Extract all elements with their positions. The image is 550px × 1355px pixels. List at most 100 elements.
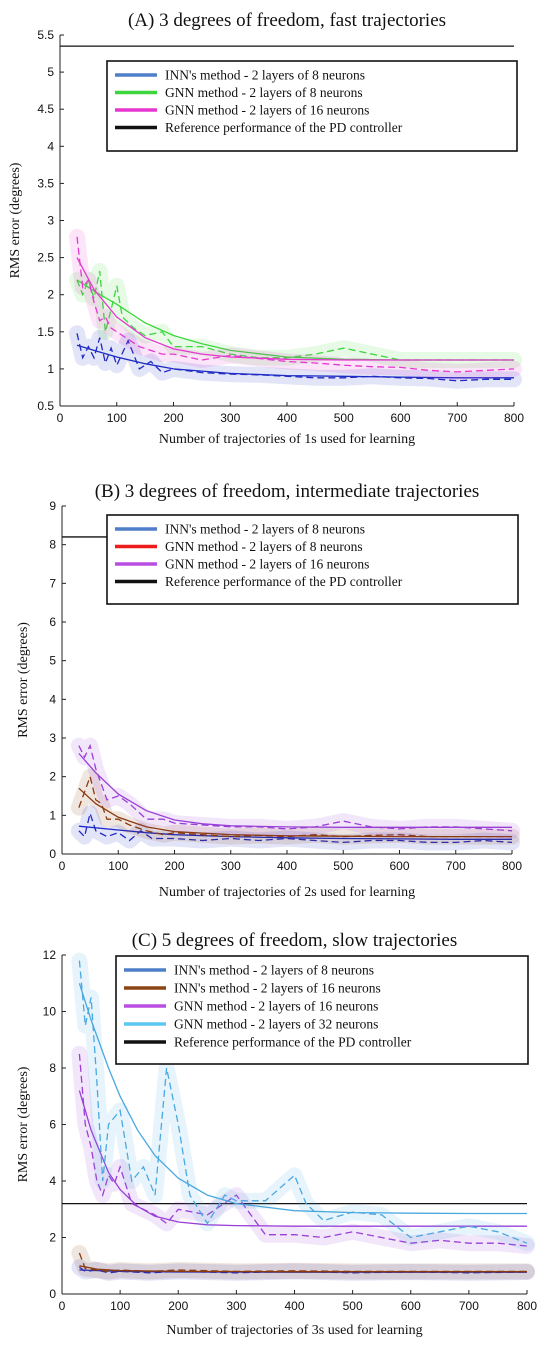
chart-c-x-tick-label: 600 [401, 1299, 421, 1313]
chart-a-x-tick-label: 800 [504, 411, 524, 425]
chart-a: (A) 3 degrees of freedom, fast trajector… [8, 10, 524, 447]
chart-a-legend-label: GNN method - 2 layers of 8 neurons [165, 85, 363, 100]
chart-b-y-tick-label: 2 [49, 770, 56, 784]
chart-a-legend-label: Reference performance of the PD controll… [165, 120, 403, 135]
chart-b-x-tick-label: 200 [164, 859, 184, 873]
chart-a-x-tick-label: 700 [447, 411, 467, 425]
chart-b-y-tick-label: 9 [49, 499, 56, 513]
chart-b-legend-label: Reference performance of the PD controll… [165, 574, 403, 589]
chart-a-title: (A) 3 degrees of freedom, fast trajector… [128, 10, 446, 31]
chart-c-x-axis-label: Number of trajectories of 3s used for le… [166, 1323, 422, 1338]
chart-c-y-tick-label: 4 [49, 1174, 56, 1188]
chart-c-x-tick-label: 800 [517, 1299, 537, 1313]
chart-a-y-tick-label: 4 [47, 139, 54, 153]
chart-b-legend-label: GNN method - 2 layers of 8 neurons [165, 539, 363, 554]
chart-b-legend: INN's method - 2 layers of 8 neurons GNN … [106, 514, 519, 605]
chart-b-series-0-fit-line [78, 825, 512, 840]
chart-c-series-2-fit-line [78, 1090, 527, 1227]
chart-a-x-tick-label: 100 [107, 411, 127, 425]
chart-c-y-tick-label: 10 [43, 1005, 57, 1019]
chart-a-x-tick-label: 400 [277, 411, 297, 425]
chart-c-series-2-band [71, 1045, 535, 1254]
chart-c-series-1-fit-line [79, 1265, 527, 1273]
chart-a-series-2-fit-line [76, 257, 514, 361]
chart-b-x-axis-label: Number of trajectories of 2s used for le… [159, 885, 415, 900]
chart-a-y-tick-label: 1.5 [37, 325, 54, 339]
chart-c-x-tick-label: 300 [226, 1299, 246, 1313]
chart-b-series-2-raw-line [78, 743, 513, 832]
chart-b-series-0-raw-line [78, 811, 513, 844]
chart-a-y-tick-label: 3 [47, 214, 54, 228]
chart-a-y-tick-label: 3.5 [37, 176, 54, 190]
chart-c: (C) 5 degrees of freedom, slow trajector… [16, 930, 537, 1338]
chart-b-x-tick-label: 100 [108, 859, 128, 873]
chart-a-x-tick-label: 200 [163, 411, 183, 425]
chart-a-series-0-raw-line [76, 333, 514, 382]
chart-b-x-tick-label: 700 [446, 859, 466, 873]
chart-c-y-tick-label: 8 [49, 1061, 56, 1075]
chart-c-x-tick-label: 500 [343, 1299, 363, 1313]
chart-c-y-tick-label: 2 [49, 1231, 56, 1245]
chart-c-legend-label: GNN method - 2 layers of 32 neurons [174, 1017, 378, 1032]
chart-b-x-tick-label: 0 [59, 859, 66, 873]
chart-c-legend-box [115, 955, 529, 1065]
chart-b-legend-box [106, 514, 519, 605]
chart-b-y-tick-label: 5 [49, 654, 56, 668]
chart-c-series-3-raw-line [78, 960, 528, 1244]
chart-c-y-tick-label: 12 [43, 948, 57, 962]
chart-b-x-tick-label: 500 [333, 859, 353, 873]
chart-b-x-tick-label: 300 [221, 859, 241, 873]
chart-b-y-tick-label: 1 [49, 808, 56, 822]
chart-a-y-tick-label: 5.5 [37, 28, 54, 42]
chart-c-series-2-raw-line [78, 1053, 528, 1247]
chart-b-y-tick-label: 4 [49, 692, 56, 706]
chart-a-legend-label: GNN method - 2 layers of 16 neurons [165, 103, 369, 118]
chart-b-legend-label: INN's method - 2 layers of 8 neurons [165, 522, 365, 537]
chart-c-y-tick-label: 0 [49, 1287, 56, 1301]
chart-a-y-tick-label: 2 [47, 288, 54, 302]
chart-a-x-tick-label: 600 [390, 411, 410, 425]
chart-c-series-1-band [71, 1245, 535, 1280]
chart-a-y-tick-label: 0.5 [37, 399, 54, 413]
chart-b-series-1-fit-line [78, 787, 512, 838]
chart-c-legend-label: INN's method - 2 layers of 8 neurons [174, 963, 374, 978]
chart-a-series-1-raw-line [76, 270, 514, 361]
chart-a-legend: INN's method - 2 layers of 8 neurons GNN … [106, 60, 518, 152]
chart-a-series-0-fit-line [76, 344, 514, 379]
chart-b-y-axis-label: RMS error (degrees) [16, 622, 31, 738]
chart-c-legend-label: INN's method - 2 layers of 16 neurons [174, 981, 381, 996]
chart-c-legend: INN's method - 2 layers of 8 neurons INN'… [115, 955, 529, 1065]
chart-c-x-tick-label: 200 [168, 1299, 188, 1313]
chart-b-y-tick-label: 3 [49, 731, 56, 745]
chart-c-series-3-fit-line [78, 983, 527, 1215]
chart-b-series-2-band [70, 737, 520, 839]
chart-a-x-tick-label: 500 [334, 411, 354, 425]
chart-a-x-tick-label: 300 [220, 411, 240, 425]
chart-b-x-tick-label: 400 [277, 859, 297, 873]
chart-c-legend-label: GNN method - 2 layers of 16 neurons [174, 999, 378, 1014]
chart-b-title: (B) 3 degrees of freedom, intermediate t… [95, 481, 480, 502]
chart-c-x-tick-label: 400 [284, 1299, 304, 1313]
chart-c-title: (C) 5 degrees of freedom, slow trajector… [132, 930, 458, 951]
chart-b-x-tick-label: 800 [502, 859, 522, 873]
chart-a-y-tick-label: 5 [47, 65, 54, 79]
chart-b-y-tick-label: 6 [49, 615, 56, 629]
chart-b-y-tick-label: 0 [49, 847, 56, 861]
chart-a-y-tick-label: 4.5 [37, 102, 54, 116]
chart-c-y-tick-label: 6 [49, 1118, 56, 1132]
chart-b: (B) 3 degrees of freedom, intermediate t… [16, 481, 522, 900]
chart-b-series-1-raw-line [78, 774, 512, 838]
chart-a-y-tick-label: 1 [47, 362, 54, 376]
chart-b-legend-label: GNN method - 2 layers of 16 neurons [165, 557, 369, 572]
chart-b-series-2-fit-line [78, 753, 512, 828]
chart-a-x-axis-label: Number of trajectories of 1s used for le… [159, 432, 415, 447]
chart-c-y-axis-label: RMS error (degrees) [16, 1066, 31, 1182]
chart-a-legend-box [106, 60, 518, 152]
chart-b-y-tick-label: 8 [49, 538, 56, 552]
chart-c-x-tick-label: 0 [59, 1299, 66, 1313]
chart-c-legend-label: Reference performance of the PD controll… [174, 1035, 412, 1050]
chart-b-x-tick-label: 600 [389, 859, 409, 873]
chart-b-y-tick-label: 7 [49, 576, 56, 590]
